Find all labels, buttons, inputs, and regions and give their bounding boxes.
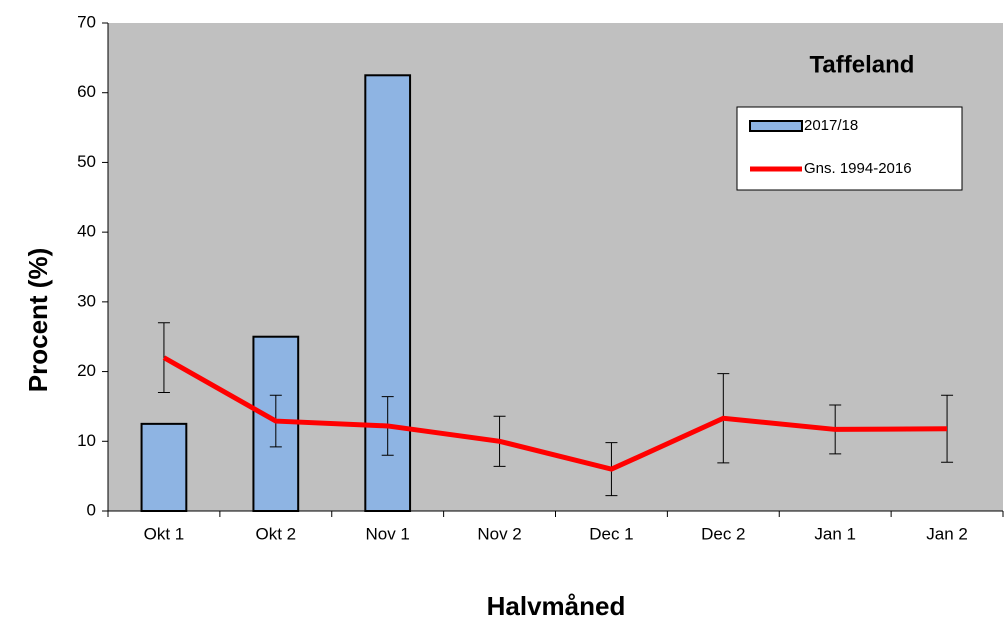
- line: [162, 355, 948, 472]
- y-tick-label: 40: [77, 222, 96, 241]
- y-tick-label: 60: [77, 82, 96, 101]
- x-tick-label: Jan 1: [814, 524, 856, 543]
- x-tick-label: Jan 2: [926, 524, 968, 543]
- y-tick-label: 30: [77, 291, 96, 310]
- bar: [140, 422, 188, 513]
- y-tick-label: 50: [77, 152, 96, 171]
- error-bar: [941, 394, 954, 463]
- x-tick-label: Nov 1: [365, 524, 409, 543]
- x-tick-label: Okt 1: [144, 524, 185, 543]
- x-tick-label: Nov 2: [477, 524, 521, 543]
- y-tick-label: 70: [77, 12, 96, 31]
- plot-area: [108, 23, 1003, 511]
- legend-swatch: [749, 120, 803, 132]
- chart-title: Taffeland: [810, 51, 915, 78]
- x-tick-label: Dec 1: [589, 524, 633, 543]
- y-tick-label: 10: [77, 431, 96, 450]
- x-tick-label: Okt 2: [256, 524, 297, 543]
- x-tick-label: Dec 2: [701, 524, 745, 543]
- y-tick-label: 20: [77, 361, 96, 380]
- y-tick-label: 0: [87, 500, 96, 519]
- legend-label: Gns. 1994-2016: [804, 160, 912, 177]
- legend-label: 2017/18: [804, 117, 858, 134]
- y-axis-label: Procent (%): [23, 248, 53, 392]
- x-axis-label: Halvmåned: [487, 591, 626, 621]
